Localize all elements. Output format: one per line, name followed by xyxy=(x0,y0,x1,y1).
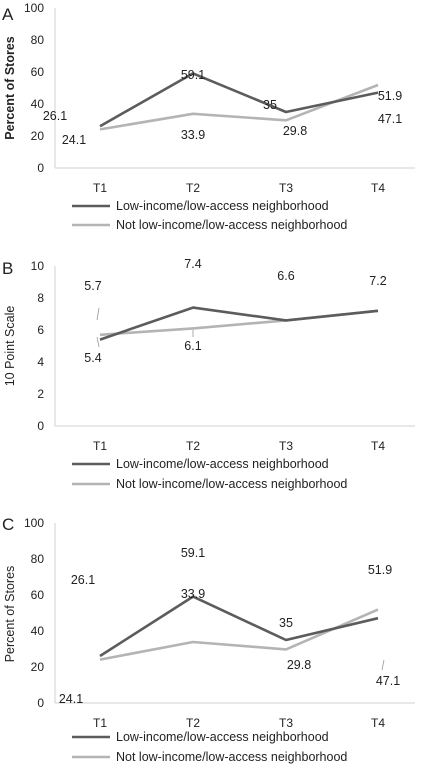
y-tick-label-c: 0 xyxy=(37,696,44,710)
y-tick-label-c: 20 xyxy=(31,660,45,674)
x-tick-label-c: T4 xyxy=(371,716,385,730)
data-label-c-low: 26.1 xyxy=(71,573,95,587)
data-label-a-not: 33.9 xyxy=(181,128,205,142)
y-tick-label-a: 80 xyxy=(31,33,45,47)
y-tick-label-a: 40 xyxy=(31,97,45,111)
legend-label-b-low: Low-income/low-access neighborhood xyxy=(116,457,329,471)
data-label-c-not: 29.8 xyxy=(287,658,311,672)
data-label-b: 5.4 xyxy=(84,351,101,365)
y-tick-label-c: 80 xyxy=(31,552,45,566)
y-tick-label-b: 10 xyxy=(31,259,45,273)
y-tick-label-a: 60 xyxy=(31,65,45,79)
y-tick-label-b: 6 xyxy=(37,323,44,337)
data-label-b: 5.7 xyxy=(84,279,101,293)
panel-label-b: B xyxy=(2,259,13,278)
y-tick-label-b: 2 xyxy=(37,387,44,401)
y-tick-label-b: 4 xyxy=(37,355,44,369)
data-label-c-not: 24.1 xyxy=(59,692,83,706)
leader-line-c xyxy=(381,659,385,671)
legend-label-a-not: Not low-income/low-access neighborhood xyxy=(116,218,347,232)
x-tick-label-a: T3 xyxy=(279,181,293,195)
y-axis-label-c: Percent of Stores xyxy=(3,566,17,663)
x-tick-label-b: T3 xyxy=(279,439,293,453)
data-label-c-low: 47.1 xyxy=(376,674,400,688)
y-tick-label-b: 0 xyxy=(37,419,44,433)
x-tick-label-c: T3 xyxy=(279,716,293,730)
y-tick-label-a: 0 xyxy=(37,161,44,175)
legend-label-c-not: Not low-income/low-access neighborhood xyxy=(116,750,347,764)
y-axis-label-b: 10 Point Scale xyxy=(3,306,17,387)
legend-label-c-low: Low-income/low-access neighborhood xyxy=(116,730,329,744)
x-tick-label-a: T1 xyxy=(93,181,107,195)
data-label-c-low: 35 xyxy=(279,616,293,630)
x-tick-label-b: T4 xyxy=(371,439,385,453)
data-label-b: 7.2 xyxy=(369,274,386,288)
x-tick-label-c: T2 xyxy=(186,716,200,730)
data-label-a-low: 47.1 xyxy=(378,112,402,126)
x-tick-label-b: T2 xyxy=(186,439,200,453)
y-tick-label-c: 100 xyxy=(24,516,44,530)
data-label-a-not: 29.8 xyxy=(283,124,307,138)
series-line-c-low xyxy=(99,595,379,658)
legend-label-a-low: Low-income/low-access neighborhood xyxy=(116,199,329,213)
data-label-c-low: 59.1 xyxy=(181,546,205,560)
x-tick-label-b: T1 xyxy=(93,439,107,453)
x-tick-label-a: T2 xyxy=(186,181,200,195)
y-tick-label-c: 60 xyxy=(31,588,45,602)
data-label-a-not: 51.9 xyxy=(378,89,402,103)
data-label-a-low: 59.1 xyxy=(181,68,205,82)
panel-label-c: C xyxy=(2,515,14,534)
series-line-a-low xyxy=(99,72,379,128)
data-label-b: 6.6 xyxy=(277,269,294,283)
x-tick-label-c: T1 xyxy=(93,716,107,730)
data-label-a-low: 35 xyxy=(263,98,277,112)
x-tick-label-a: T4 xyxy=(371,181,385,195)
y-tick-label-c: 40 xyxy=(31,624,45,638)
data-label-c-not: 33.9 xyxy=(181,587,205,601)
data-label-a-not: 24.1 xyxy=(62,133,86,147)
legend-label-b-not: Not low-income/low-access neighborhood xyxy=(116,477,347,491)
data-label-a-low: 26.1 xyxy=(43,109,67,123)
data-label-b: 6.1 xyxy=(184,339,201,353)
y-tick-label-b: 8 xyxy=(37,291,44,305)
y-axis-label-a: Percent of Stores xyxy=(3,36,17,140)
data-label-b: 7.4 xyxy=(184,257,201,271)
leader-line-b xyxy=(96,336,100,348)
series-line-b-low xyxy=(99,306,379,341)
panel-label-a: A xyxy=(2,5,14,24)
y-tick-label-a: 100 xyxy=(24,1,44,15)
leader-line-b xyxy=(96,307,100,321)
data-label-c-not: 51.9 xyxy=(368,563,392,577)
y-tick-label-a: 20 xyxy=(31,129,45,143)
